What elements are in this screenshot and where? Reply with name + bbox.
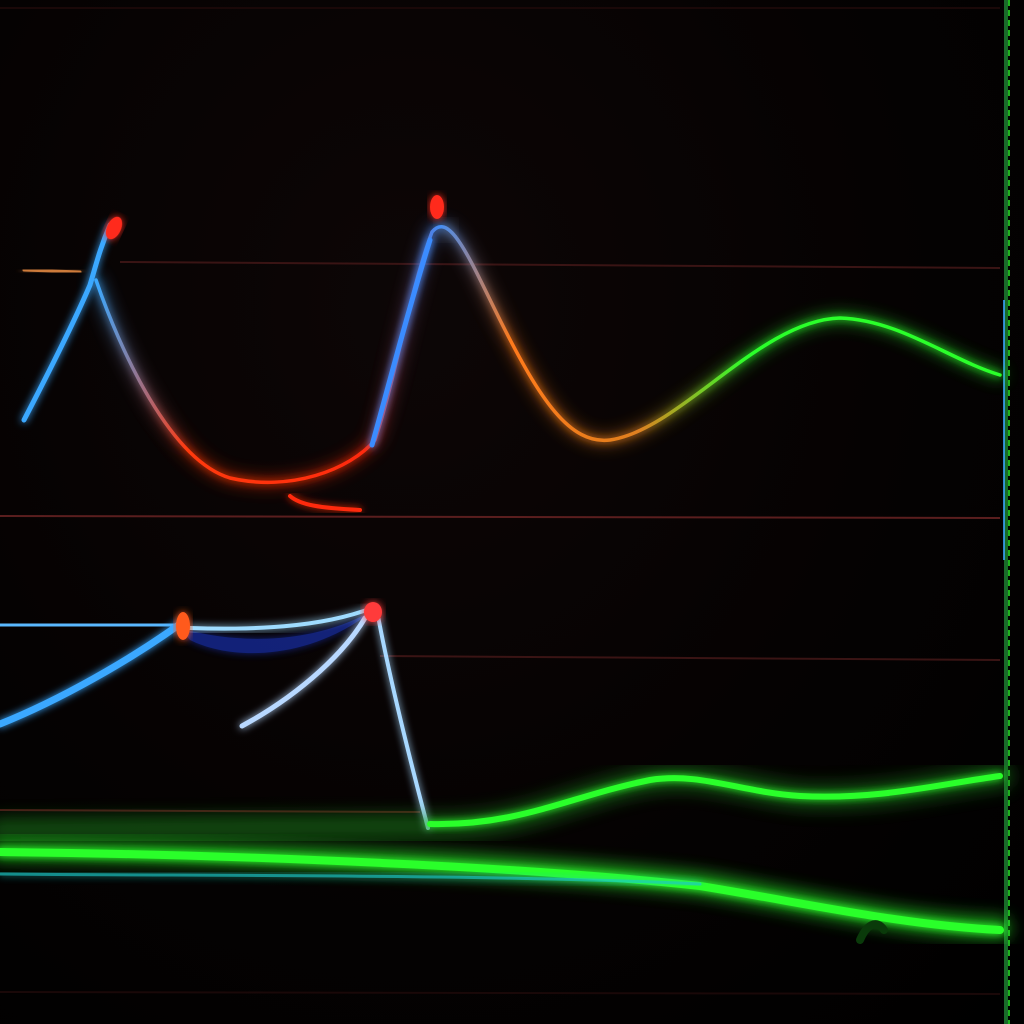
lower-green-band	[0, 848, 1004, 934]
middle-blue-stroke	[369, 237, 433, 448]
bottom-baseline	[0, 809, 421, 813]
left-peak-red-tip	[105, 216, 123, 240]
left-blue-stroke	[21, 222, 113, 423]
trough-red-tail	[288, 494, 362, 512]
lower-left-red-tip	[176, 612, 190, 640]
horizontal-baselines	[0, 7, 1001, 995]
teal-underline	[0, 872, 702, 886]
lower-blue-structure	[0, 602, 430, 830]
inner-blue-diagonal	[239, 615, 368, 729]
upper-wave-line	[94, 225, 1002, 485]
right-edge-trace	[1003, 0, 1010, 1024]
blue-fill-band	[180, 612, 370, 654]
green-bands	[0, 763, 1013, 944]
upper-green-wave	[427, 773, 1003, 828]
descending-blue-line	[376, 614, 430, 830]
floor-baseline	[0, 991, 1001, 995]
left-orange-tick	[22, 268, 82, 274]
lower-right-red-tip	[364, 602, 382, 622]
upper-blue-arc	[188, 606, 374, 631]
upper-wave	[21, 195, 1005, 512]
upper-baseline	[119, 261, 1001, 269]
middle-baseline	[0, 515, 1001, 519]
lower-baseline	[379, 655, 1001, 661]
left-blue-diagonal	[0, 620, 184, 728]
left-horizontal-blue-line	[0, 621, 183, 629]
middle-peak-red-tip	[430, 195, 444, 219]
